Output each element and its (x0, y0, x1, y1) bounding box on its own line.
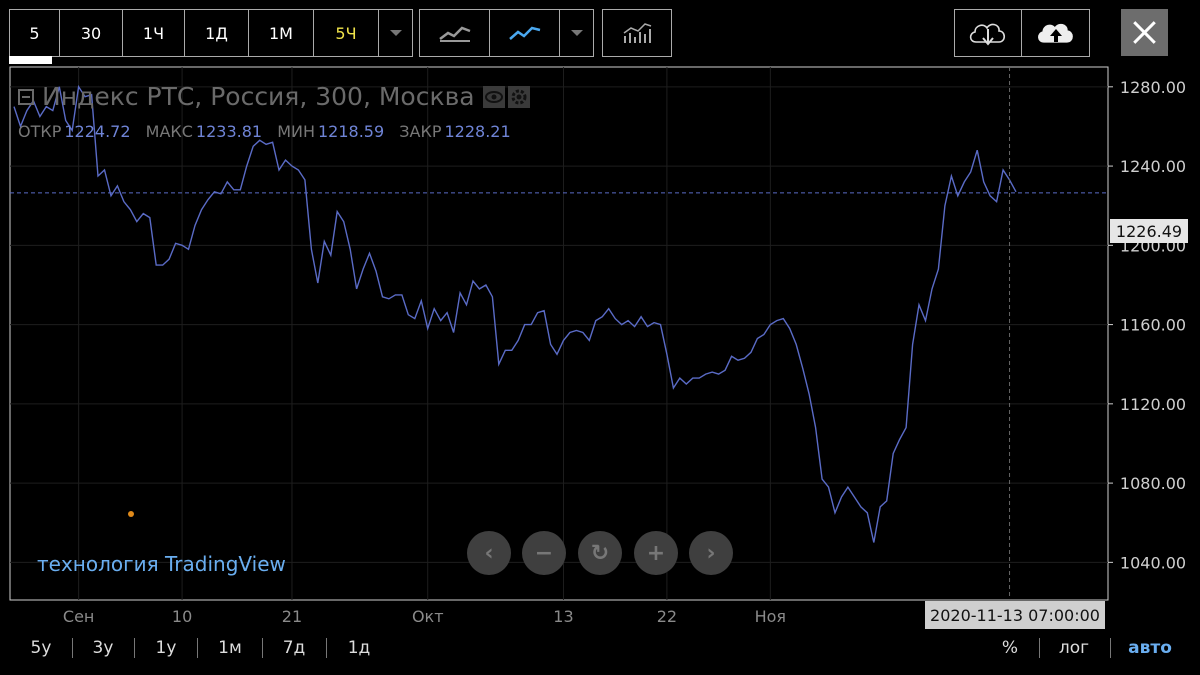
y-tick-label: 1240.00 (1120, 157, 1186, 176)
tradingview-watermark: технология TradingView (37, 552, 286, 576)
save-chart-button[interactable] (1022, 10, 1089, 56)
zoom-in-button[interactable]: + (634, 531, 678, 575)
y-tick-label: 1080.00 (1120, 474, 1186, 493)
refresh-icon: ↻ (590, 540, 610, 566)
x-tick-label: 13 (553, 607, 573, 626)
range-1d-button[interactable]: 1д (347, 638, 371, 658)
collapse-icon[interactable] (18, 88, 34, 105)
range-7d-button[interactable]: 7д (282, 638, 306, 658)
legend-title: Индекс РТС, Россия, 300, Москва (18, 82, 531, 111)
line-chart-icon (508, 26, 540, 40)
close-value: 1228.21 (444, 122, 511, 141)
log-scale-button[interactable]: лог (1058, 638, 1090, 658)
chevron-down-icon (389, 30, 402, 36)
divider (72, 638, 73, 658)
divider (197, 638, 198, 658)
bottom-toolbar: 5y 3y 1y 1м 7д 1д % лог авто (0, 632, 1200, 664)
close-button[interactable] (1121, 9, 1168, 56)
close-label: ЗАКР (399, 122, 442, 141)
interval-5-button[interactable]: 5 (10, 10, 60, 56)
divider (326, 638, 327, 658)
plus-icon: + (646, 540, 666, 566)
x-tick-label: 10 (172, 607, 192, 626)
high-value: 1233.81 (195, 122, 263, 141)
toolbar-indicator (9, 56, 52, 64)
scroll-left-button[interactable]: ‹ (467, 531, 511, 575)
y-tick-label: 1280.00 (1120, 78, 1186, 97)
cloud-upload-icon (1037, 23, 1073, 43)
line-chart-button[interactable] (490, 10, 560, 56)
zoom-out-button[interactable]: − (522, 531, 566, 575)
x-tick-label: Сен (63, 607, 94, 626)
divider (134, 638, 135, 658)
chevron-left-icon: ‹ (484, 540, 494, 566)
high-label: МАКС (145, 122, 193, 141)
area-chart-button[interactable] (420, 10, 490, 56)
y-tick-label: 1120.00 (1120, 395, 1186, 414)
chart-style-toolbar (419, 9, 594, 57)
chevron-right-icon: › (706, 540, 716, 566)
load-chart-button[interactable] (955, 10, 1022, 56)
interval-toolbar: 5 30 1Ч 1Д 1М 5Ч (9, 9, 413, 57)
range-3y-button[interactable]: 3y (92, 638, 114, 658)
reset-button[interactable]: ↻ (578, 531, 622, 575)
cloud-toolbar (954, 9, 1090, 57)
open-value: 1224.72 (64, 122, 131, 141)
indicators-icon (623, 23, 652, 43)
indicators-button[interactable] (603, 10, 671, 56)
interval-1d-button[interactable]: 1Д (185, 10, 249, 56)
low-value: 1218.59 (318, 122, 385, 141)
chevron-down-icon (570, 30, 583, 36)
crosshair-price-label: 1226.49 (1110, 219, 1188, 243)
chart-style-dropdown-button[interactable] (560, 10, 593, 56)
interval-30-button[interactable]: 30 (60, 10, 123, 56)
interval-5h-button[interactable]: 5Ч (314, 10, 379, 56)
auto-scale-button[interactable]: авто (1128, 638, 1172, 658)
low-label: МИН (277, 122, 315, 141)
scroll-right-button[interactable]: › (689, 531, 733, 575)
range-5y-button[interactable]: 5y (30, 638, 52, 658)
interval-1h-button[interactable]: 1Ч (123, 10, 185, 56)
divider (1039, 638, 1040, 658)
cloud-download-icon (969, 23, 1006, 46)
interval-dropdown-button[interactable] (379, 10, 412, 56)
indicators-toolbar (602, 9, 672, 57)
minus-icon: − (534, 540, 554, 566)
price-series-line (13, 84, 1017, 543)
symbol-title: Индекс РТС, Россия, 300, Москва (42, 82, 475, 111)
y-tick-label: 1040.00 (1120, 553, 1186, 572)
area-chart-icon (438, 26, 470, 42)
chart-pane (9, 66, 1109, 601)
crosshair-date-label: 2020-11-13 07:00:00 (925, 601, 1105, 629)
x-tick-label: 22 (657, 607, 677, 626)
y-tick-label: 1160.00 (1120, 316, 1186, 335)
legend-actions (482, 85, 530, 108)
percent-scale-button[interactable]: % (1001, 638, 1019, 658)
range-1y-button[interactable]: 1y (155, 638, 177, 658)
range-1m-button[interactable]: 1м (218, 638, 242, 658)
x-tick-label: Ноя (755, 607, 786, 626)
x-tick-label: Окт (412, 607, 444, 626)
ohlc-values: ОТКР 1224.72 МАКС 1233.81 МИН 1218.59 ЗАКР 1… (18, 122, 521, 141)
divider (262, 638, 263, 658)
interval-1m-button[interactable]: 1М (249, 10, 314, 56)
event-marker (128, 511, 134, 517)
divider (1110, 638, 1111, 658)
x-tick-label: 21 (282, 607, 302, 626)
open-label: ОТКР (18, 122, 62, 141)
